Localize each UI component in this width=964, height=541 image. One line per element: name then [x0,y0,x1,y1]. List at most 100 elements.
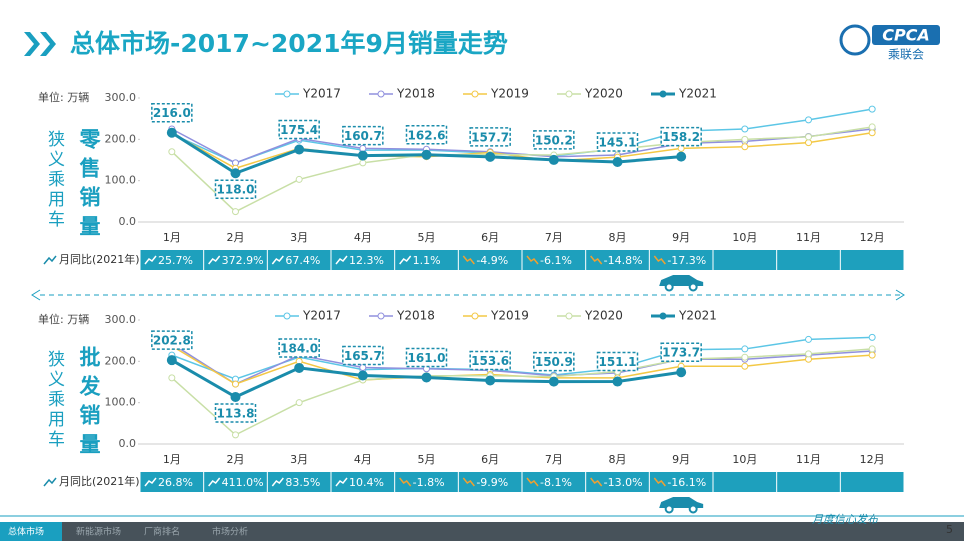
value-label: 150.9 [535,355,573,369]
yoy-value: 411.0% [222,476,264,489]
yoy-value: -1.8% [413,476,445,489]
y-tick-label: 100.0 [105,396,137,409]
x-tick-label: 5月 [418,453,436,466]
point [168,374,176,382]
legend-label: Y2019 [490,309,529,323]
divider-arrows [31,289,905,301]
trend-icon [208,477,221,487]
yoy-value: -9.9% [476,476,508,489]
x-tick-label: 11月 [796,231,821,244]
x-tick-label: 8月 [609,231,627,244]
value-label: 160.7 [344,129,382,143]
value-label: 216.0 [153,106,191,120]
point [295,175,303,183]
yoy-cell [840,250,904,270]
x-tick-label: 10月 [732,453,757,466]
yoy-value: 67.4% [285,254,320,267]
car-wheel [664,282,674,292]
point [421,372,432,383]
logo-mark [839,24,871,56]
car-wheel [664,504,674,514]
yoy-value: 10.4% [349,476,384,489]
point [868,351,876,359]
yoy-value: -16.1% [667,476,706,489]
point [166,355,177,366]
x-tick-label: 3月 [290,453,308,466]
y-tick-label: 200.0 [105,354,137,367]
trend-icon [144,255,157,265]
car-wheel [688,282,698,292]
x-tick-label: 10月 [732,231,757,244]
x-tick-label: 5月 [418,231,436,244]
footer-tab[interactable]: 厂商排名 [144,526,180,538]
side-title: 狭义乘用车 [44,130,64,230]
legend-label: Y2017 [302,309,341,323]
yoy-value: 25.7% [158,254,193,267]
footer-bar [0,522,964,541]
point [232,208,239,216]
yoy-value: -14.8% [604,254,643,267]
value-label-box [469,350,511,371]
yoy-cell [649,472,713,492]
yoy-cell [395,250,458,270]
value-label: 173.7 [662,346,700,360]
value-label-box [214,403,257,423]
value-label: 184.0 [280,341,318,355]
point [741,353,749,361]
value-label-box [214,179,257,199]
footer-tab[interactable]: 市场分析 [212,526,248,538]
yoy-value: 26.8% [158,476,193,489]
x-tick-label: 9月 [672,453,690,466]
trend-icon [335,255,348,265]
legend-marker [283,312,291,320]
yoy-cell [586,250,649,270]
x-tick-label: 1月 [163,453,181,466]
legend-label: Y2018 [396,309,435,323]
yoy-value: 12.3% [349,254,384,267]
point [294,144,305,155]
footer-tab[interactable]: 新能源市场 [76,526,121,538]
point [805,350,812,358]
value-label: 165.7 [344,349,382,363]
y-tick-label: 0.0 [119,215,137,228]
point [232,380,239,388]
x-tick-label: 8月 [609,453,627,466]
x-tick-label: 7月 [545,231,563,244]
side-title: 狭义乘用车 [44,350,64,450]
point [357,150,368,161]
value-label-box [469,127,511,147]
legend-marker [565,312,573,320]
point [168,148,176,156]
legend-label: Y2021 [678,87,717,101]
car-wheel [688,504,698,514]
x-tick-label: 2月 [227,453,245,466]
footer-tab[interactable]: 总体市场 [8,526,44,538]
value-label: 158.2 [662,130,700,144]
series-line [171,131,873,170]
point [421,149,432,160]
x-tick-label: 1月 [163,231,181,244]
yoy-cell [140,250,204,270]
yoy-value: -6.1% [540,254,572,267]
yoy-cell [713,472,777,492]
yoy-cell [204,472,267,492]
legend-label: Y2021 [678,309,717,323]
point [485,375,496,386]
legend-marker [283,90,291,98]
value-label: 202.8 [153,334,191,348]
point [676,367,687,378]
logo-box [872,25,940,45]
logo-sub: 乘联会 [888,48,924,62]
value-label-box [596,351,639,372]
value-label: 150.2 [535,133,573,147]
y-tick-label: 0.0 [119,437,137,450]
x-tick-label: 12月 [860,231,885,244]
yoy-value: 372.9% [222,254,264,267]
trend-icon [271,255,284,265]
footer-slogan: 月度信心发布 [812,513,880,526]
point [868,129,876,137]
yoy-value: -13.0% [604,476,643,489]
yoy-cell [777,472,840,492]
point [357,370,368,381]
point [868,345,876,353]
